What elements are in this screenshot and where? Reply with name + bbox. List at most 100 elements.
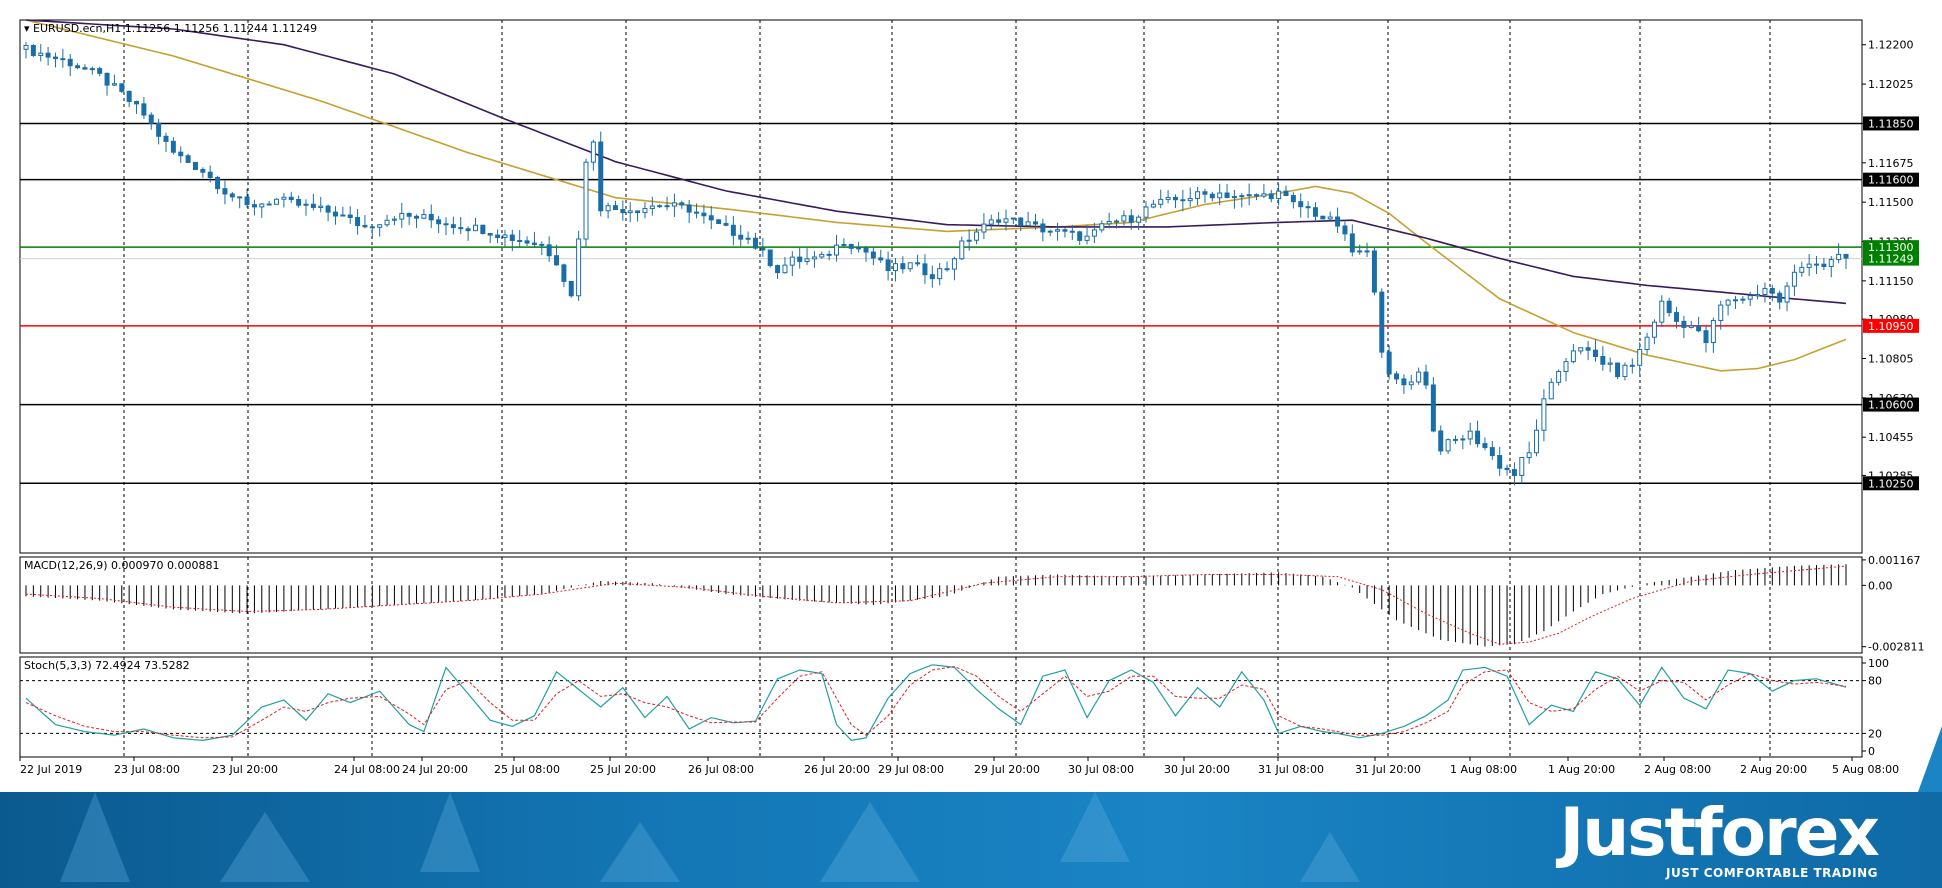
brand-tagline: JUST COMFORTABLE TRADING [1665,866,1878,880]
stoch-panel [19,656,1863,758]
candle [627,210,633,214]
candle [745,237,751,240]
candle [1725,299,1731,306]
candle [1172,196,1178,201]
candle [509,234,515,241]
ma-fast-line [25,19,1847,372]
candle [134,100,140,105]
candle [126,90,132,102]
candle [325,205,331,213]
candle [303,203,309,206]
footer-triangle-decoration [60,792,130,882]
candle [1732,299,1738,302]
candle [1740,298,1746,301]
candle [391,218,397,221]
candle [620,209,626,214]
candle [694,211,700,214]
stoch-y-tick-label: 20 [1868,727,1882,740]
candle [1445,439,1451,452]
candle [1696,325,1702,332]
candle [730,224,736,236]
candle [1644,336,1650,350]
x-tick-label: 29 Jul 20:00 [974,763,1040,776]
candle [414,215,420,219]
candle [1622,364,1628,378]
candle [384,219,390,226]
candle [1570,350,1576,363]
candle [30,44,36,56]
candle [1394,373,1400,380]
candle [1084,235,1090,241]
y-tick-label: 1.12025 [1868,78,1914,91]
footer-banner: Justforex JUST COMFORTABLE TRADING [0,792,1942,888]
macd-y-tick-label: -0.002811 [1868,641,1924,654]
candle [863,247,869,253]
candle [723,223,729,226]
candle [1047,230,1053,233]
candle [428,214,434,221]
stoch-main-line [25,664,1847,742]
candle [878,257,884,261]
candle [52,56,58,60]
candle [686,204,692,213]
candle [465,228,471,232]
candle [642,208,648,214]
candle [1585,347,1591,351]
candle [215,176,221,190]
candle [229,193,235,198]
candle [244,196,250,206]
candle [752,237,758,249]
candle [1018,217,1024,227]
candle [237,196,243,199]
x-tick-label: 30 Jul 20:00 [1164,763,1230,776]
candle [82,67,88,70]
candle [1254,194,1260,197]
x-tick-label: 22 Jul 2019 [20,763,82,776]
candle [259,203,265,208]
candle [1452,438,1458,441]
candle [951,258,957,270]
y-tick-label: 1.12200 [1868,39,1914,52]
candle [524,240,530,244]
candle [1718,304,1724,321]
candle [1541,398,1547,431]
footer-triangle-decoration [420,792,480,872]
candle [1165,196,1171,200]
candle [1519,456,1525,476]
candle [207,171,213,178]
candle [251,204,257,208]
candle [1401,378,1407,386]
price-level-label: 1.10600 [1868,399,1914,412]
candle [811,256,817,260]
current-price-tag [1863,251,1919,266]
candle [996,219,1002,223]
candle [296,199,302,206]
candle [708,215,714,221]
x-tick-label: 1 Aug 08:00 [1450,763,1517,776]
candle [1187,197,1193,202]
candle [900,263,906,270]
stoch-y-tick-label: 80 [1868,675,1882,688]
candle [274,198,280,205]
candle [1416,371,1422,383]
candle [1246,194,1252,197]
candle [1747,295,1753,300]
candle [362,224,368,228]
y-tick-label: 1.11500 [1868,196,1914,209]
candle [1534,429,1540,454]
candle [981,223,987,233]
candle [1511,469,1517,476]
candle [288,196,294,201]
candle [1784,285,1790,303]
x-tick-label: 2 Aug 08:00 [1644,763,1711,776]
candle [67,58,73,67]
candle [892,263,898,272]
candle [443,223,449,226]
price-level-label: 1.10950 [1868,320,1914,333]
candle [60,58,66,61]
candle [1806,263,1812,268]
candle [1814,263,1820,266]
candle [576,238,582,297]
candle [1703,330,1709,344]
candle [421,214,427,219]
